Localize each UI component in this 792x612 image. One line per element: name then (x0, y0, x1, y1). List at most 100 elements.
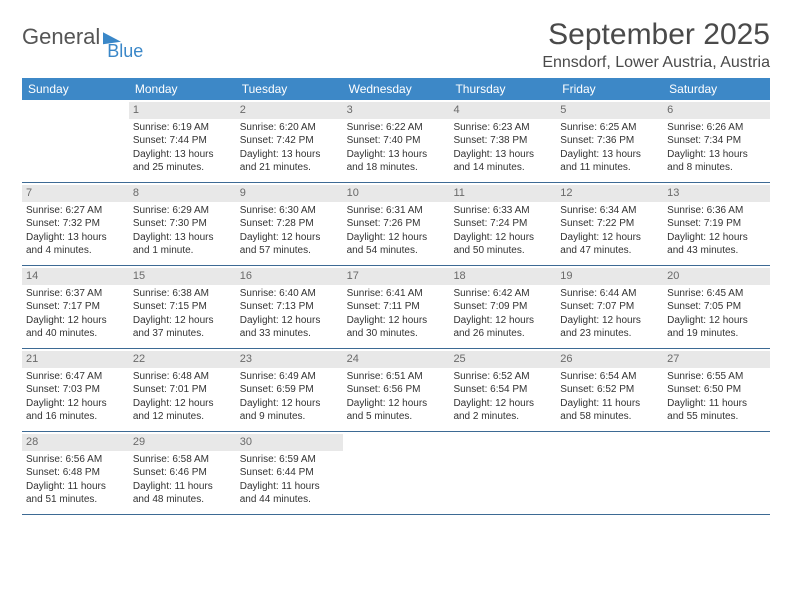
day-cell: 27Sunrise: 6:55 AMSunset: 6:50 PMDayligh… (663, 349, 770, 431)
day-number: 29 (129, 434, 236, 451)
day-number: 8 (129, 185, 236, 202)
sunset-text: Sunset: 7:38 PM (453, 134, 552, 148)
sunrise-text: Sunrise: 6:56 AM (26, 453, 125, 467)
day-cell: 13Sunrise: 6:36 AMSunset: 7:19 PMDayligh… (663, 183, 770, 265)
logo-word2: Blue (107, 41, 143, 62)
day-cell: 21Sunrise: 6:47 AMSunset: 7:03 PMDayligh… (22, 349, 129, 431)
day-header: Wednesday (343, 78, 450, 100)
day-number: 4 (449, 102, 556, 119)
sunset-text: Sunset: 7:17 PM (26, 300, 125, 314)
location-text: Ennsdorf, Lower Austria, Austria (542, 54, 770, 72)
day-cell: 7Sunrise: 6:27 AMSunset: 7:32 PMDaylight… (22, 183, 129, 265)
sunset-text: Sunset: 7:34 PM (667, 134, 766, 148)
sunrise-text: Sunrise: 6:36 AM (667, 204, 766, 218)
sunrise-text: Sunrise: 6:25 AM (560, 121, 659, 135)
day-number: 19 (556, 268, 663, 285)
sunrise-text: Sunrise: 6:37 AM (26, 287, 125, 301)
calendar: SundayMondayTuesdayWednesdayThursdayFrid… (22, 78, 770, 515)
sunrise-text: Sunrise: 6:42 AM (453, 287, 552, 301)
day-number: 15 (129, 268, 236, 285)
sunrise-text: Sunrise: 6:51 AM (347, 370, 446, 384)
daylight-text: Daylight: 12 hours and 33 minutes. (240, 314, 339, 341)
day-cell (343, 432, 450, 514)
week-row: 1Sunrise: 6:19 AMSunset: 7:44 PMDaylight… (22, 100, 770, 183)
sunrise-text: Sunrise: 6:54 AM (560, 370, 659, 384)
sunset-text: Sunset: 7:24 PM (453, 217, 552, 231)
daylight-text: Daylight: 11 hours and 44 minutes. (240, 480, 339, 507)
week-row: 7Sunrise: 6:27 AMSunset: 7:32 PMDaylight… (22, 183, 770, 266)
daylight-text: Daylight: 13 hours and 21 minutes. (240, 148, 339, 175)
logo-word1: General (22, 24, 100, 50)
day-header: Saturday (663, 78, 770, 100)
month-title: September 2025 (542, 18, 770, 52)
day-number: 16 (236, 268, 343, 285)
sunset-text: Sunset: 7:11 PM (347, 300, 446, 314)
sunset-text: Sunset: 7:26 PM (347, 217, 446, 231)
day-cell: 23 Sunrise: 6:49 AMSunset: 6:59 PMDayligh… (236, 349, 343, 431)
day-cell (663, 432, 770, 514)
week-row: 28Sunrise: 6:56 AMSunset: 6:48 PMDayligh… (22, 432, 770, 515)
day-cell: 5Sunrise: 6:25 AMSunset: 7:36 PMDaylight… (556, 100, 663, 182)
day-cell: 3Sunrise: 6:22 AMSunset: 7:40 PMDaylight… (343, 100, 450, 182)
day-number: 24 (343, 351, 450, 368)
day-number: 21 (22, 351, 129, 368)
daylight-text: Daylight: 11 hours and 58 minutes. (560, 397, 659, 424)
sunset-text: Sunset: 6:50 PM (667, 383, 766, 397)
day-cell: 2Sunrise: 6:20 AMSunset: 7:42 PMDaylight… (236, 100, 343, 182)
daylight-text: Daylight: 12 hours and 23 minutes. (560, 314, 659, 341)
sunrise-text: Sunrise: 6:52 AM (453, 370, 552, 384)
daylight-text: Daylight: 13 hours and 8 minutes. (667, 148, 766, 175)
sunset-text: Sunset: 7:36 PM (560, 134, 659, 148)
daylight-text: Daylight: 11 hours and 48 minutes. (133, 480, 232, 507)
sunset-text: Sunset: 7:22 PM (560, 217, 659, 231)
day-number: 3 (343, 102, 450, 119)
day-cell (556, 432, 663, 514)
day-cell (449, 432, 556, 514)
day-number: 11 (449, 185, 556, 202)
sunset-text: Sunset: 7:44 PM (133, 134, 232, 148)
day-cell: 17Sunrise: 6:41 AMSunset: 7:11 PMDayligh… (343, 266, 450, 348)
daylight-text: Daylight: 12 hours and 9 minutes. (240, 397, 339, 424)
sunrise-text: Sunrise: 6:58 AM (133, 453, 232, 467)
day-cell: 9Sunrise: 6:30 AMSunset: 7:28 PMDaylight… (236, 183, 343, 265)
sunset-text: Sunset: 6:59 PM (240, 383, 339, 397)
sunset-text: Sunset: 7:30 PM (133, 217, 232, 231)
sunset-text: Sunset: 7:09 PM (453, 300, 552, 314)
sunrise-text: Sunrise: 6:47 AM (26, 370, 125, 384)
sunset-text: Sunset: 7:03 PM (26, 383, 125, 397)
sunrise-text: Sunrise: 6:30 AM (240, 204, 339, 218)
day-number: 23 (236, 351, 343, 368)
day-cell: 18Sunrise: 6:42 AMSunset: 7:09 PMDayligh… (449, 266, 556, 348)
day-cell: 14Sunrise: 6:37 AMSunset: 7:17 PMDayligh… (22, 266, 129, 348)
sunrise-text: Sunrise: 6:34 AM (560, 204, 659, 218)
daylight-text: Daylight: 12 hours and 40 minutes. (26, 314, 125, 341)
day-number: 10 (343, 185, 450, 202)
sunset-text: Sunset: 7:32 PM (26, 217, 125, 231)
day-cell: 11Sunrise: 6:33 AMSunset: 7:24 PMDayligh… (449, 183, 556, 265)
day-cell: 29Sunrise: 6:58 AMSunset: 6:46 PMDayligh… (129, 432, 236, 514)
sunset-text: Sunset: 7:15 PM (133, 300, 232, 314)
day-number: 9 (236, 185, 343, 202)
sunrise-text: Sunrise: 6:49 AM (240, 370, 339, 384)
daylight-text: Daylight: 12 hours and 43 minutes. (667, 231, 766, 258)
day-number: 13 (663, 185, 770, 202)
sunset-text: Sunset: 7:42 PM (240, 134, 339, 148)
day-cell (22, 100, 129, 182)
day-header-row: SundayMondayTuesdayWednesdayThursdayFrid… (22, 78, 770, 100)
week-row: 14Sunrise: 6:37 AMSunset: 7:17 PMDayligh… (22, 266, 770, 349)
day-number: 25 (449, 351, 556, 368)
day-cell: 10Sunrise: 6:31 AMSunset: 7:26 PMDayligh… (343, 183, 450, 265)
daylight-text: Daylight: 12 hours and 26 minutes. (453, 314, 552, 341)
sunset-text: Sunset: 6:44 PM (240, 466, 339, 480)
daylight-text: Daylight: 12 hours and 12 minutes. (133, 397, 232, 424)
day-cell: 15Sunrise: 6:38 AMSunset: 7:15 PMDayligh… (129, 266, 236, 348)
sunset-text: Sunset: 7:01 PM (133, 383, 232, 397)
sunrise-text: Sunrise: 6:41 AM (347, 287, 446, 301)
sunrise-text: Sunrise: 6:44 AM (560, 287, 659, 301)
sunset-text: Sunset: 6:54 PM (453, 383, 552, 397)
day-number: 17 (343, 268, 450, 285)
logo: General Blue (22, 18, 143, 50)
sunrise-text: Sunrise: 6:23 AM (453, 121, 552, 135)
day-cell: 26Sunrise: 6:54 AMSunset: 6:52 PMDayligh… (556, 349, 663, 431)
day-cell: 20Sunrise: 6:45 AMSunset: 7:05 PMDayligh… (663, 266, 770, 348)
